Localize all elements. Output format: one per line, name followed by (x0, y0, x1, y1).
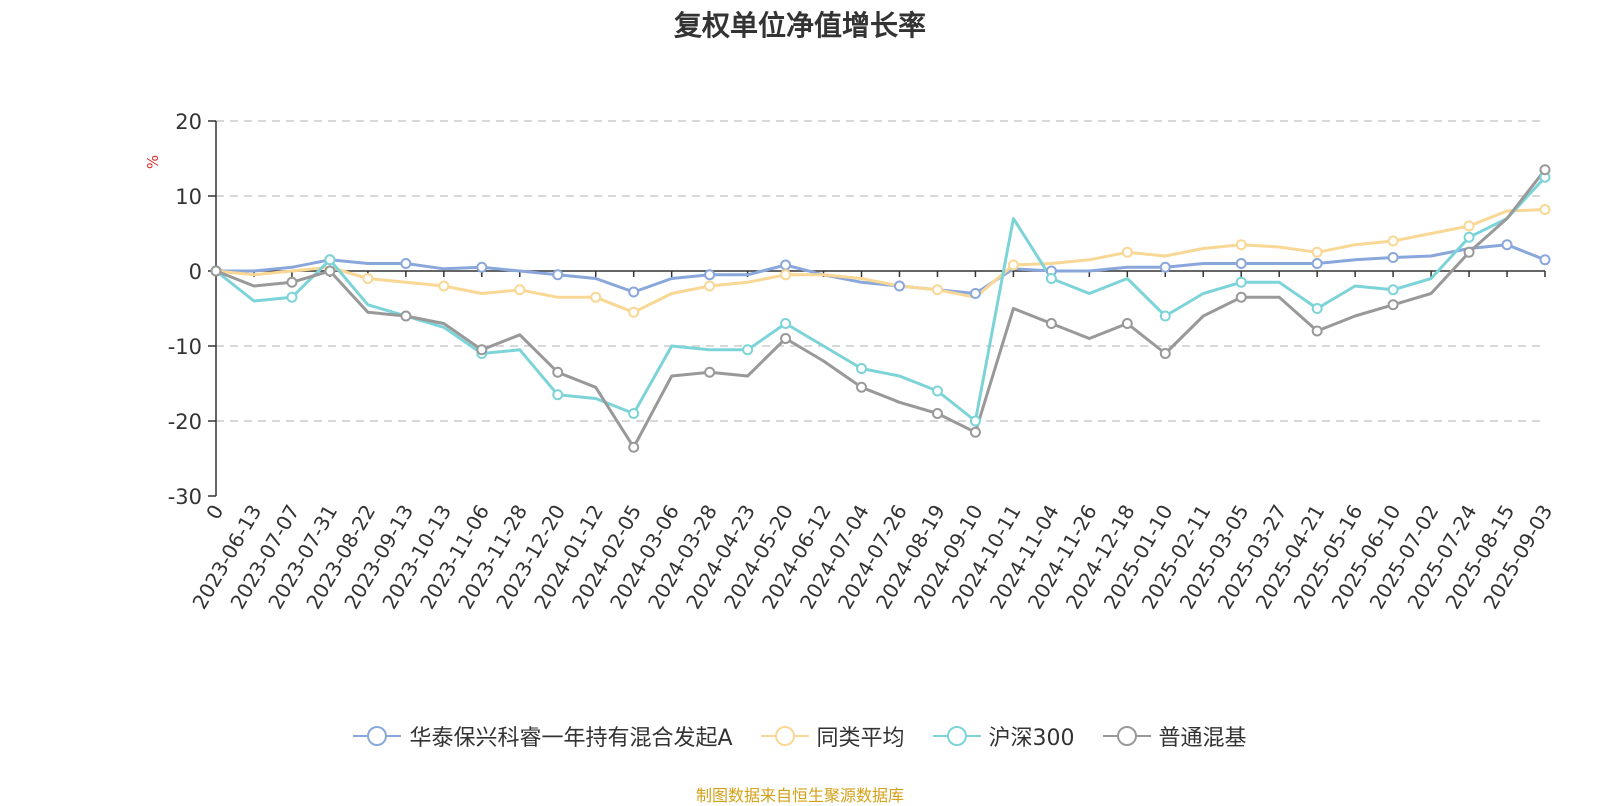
legend-label-csi300: 沪深300 (988, 726, 1075, 751)
data-point (324, 254, 336, 266)
data-point (969, 415, 981, 427)
data-point (1463, 231, 1475, 243)
data-point (1311, 246, 1323, 258)
data-point (1539, 164, 1551, 176)
data-point (856, 363, 868, 374)
data-point (1539, 204, 1551, 215)
chart-title: 复权单位净值增长率 (673, 9, 926, 42)
data-point (1501, 239, 1513, 251)
data-point (476, 344, 488, 356)
data-point (1121, 318, 1133, 329)
data-point (931, 284, 943, 296)
data-point (1045, 273, 1057, 284)
marker-layer (210, 164, 1551, 453)
data-point (1387, 299, 1399, 311)
data-point (552, 366, 564, 378)
data-point (856, 381, 868, 393)
data-point (1311, 303, 1323, 314)
data-point (324, 265, 336, 277)
legend-item-mixed-fund[interactable]: 普通混基 (1102, 720, 1247, 752)
data-point (1387, 235, 1399, 247)
data-point (1463, 246, 1475, 258)
data-point (400, 258, 412, 269)
data-point (1045, 318, 1057, 329)
data-point (628, 441, 640, 453)
data-point (780, 269, 792, 281)
series-line-3 (214, 168, 1547, 449)
data-point (969, 426, 981, 438)
data-point (210, 265, 222, 277)
data-point (400, 310, 412, 322)
data-point (628, 286, 640, 298)
legend-item-csi300[interactable]: 沪深300 (932, 720, 1075, 752)
y-axis-unit-label: % (144, 155, 162, 169)
legend-line-circle-icon (932, 724, 981, 748)
data-point (1387, 252, 1399, 263)
series-layer (214, 168, 1547, 449)
data-point (931, 385, 943, 397)
data-source-note: 制图数据来自恒生聚源数据库 (695, 786, 904, 805)
line-chart: 20100-10-20-3002023-06-132023-07-072023-… (144, 110, 1558, 613)
data-point (1235, 276, 1247, 288)
data-point (628, 306, 640, 318)
data-point (1235, 258, 1247, 269)
data-point (780, 259, 792, 271)
data-point (286, 291, 298, 303)
data-point (552, 269, 564, 281)
legend-label-mixed-fund: 普通混基 (1158, 726, 1247, 751)
data-point (893, 280, 905, 292)
legend-line-circle-icon (1102, 724, 1151, 748)
y-tick-label: -30 (168, 485, 202, 509)
data-point (628, 408, 640, 419)
data-point (552, 389, 564, 401)
data-point (514, 284, 526, 296)
legend-label-peer-average: 同类平均 (816, 726, 905, 751)
y-tick-label: 20 (175, 110, 202, 134)
data-point (362, 273, 374, 284)
data-point (1463, 220, 1475, 232)
data-point (704, 366, 716, 378)
data-point (742, 344, 754, 356)
legend-item-fund[interactable]: 华泰保兴科睿一年持有混合发起A (353, 720, 733, 752)
data-point (969, 288, 981, 299)
data-point (1007, 259, 1019, 271)
x-tick-label: 0 (201, 501, 228, 524)
data-point (1539, 254, 1551, 266)
axis-layer: 20100-10-20-3002023-06-132023-07-072023-… (168, 110, 1558, 613)
data-point (704, 280, 716, 292)
data-point (1159, 348, 1171, 359)
data-point (704, 269, 716, 281)
legend-line-circle-icon (760, 724, 809, 748)
y-tick-label: -20 (168, 410, 202, 434)
data-point (1159, 261, 1171, 273)
data-point (1159, 310, 1171, 322)
data-point (1311, 325, 1323, 337)
data-point (780, 318, 792, 329)
data-point (590, 291, 602, 303)
data-point (1235, 291, 1247, 303)
data-point (1387, 284, 1399, 296)
legend-item-peer-average[interactable]: 同类平均 (760, 720, 905, 752)
data-point (1235, 239, 1247, 251)
data-point (780, 333, 792, 344)
data-point (931, 408, 943, 419)
series-line-0 (214, 243, 1547, 295)
series-line-2 (214, 175, 1547, 423)
y-tick-label: -10 (168, 335, 202, 359)
y-tick-label: 0 (189, 260, 202, 284)
legend-label-fund: 华泰保兴科睿一年持有混合发起A (409, 726, 733, 751)
y-tick-label: 10 (175, 185, 202, 209)
legend-line-circle-icon (353, 724, 402, 748)
data-point (476, 261, 488, 273)
data-point (1121, 246, 1133, 258)
data-point (438, 280, 450, 292)
grid-layer (216, 120, 1545, 422)
data-point (286, 276, 298, 288)
series-line-1 (214, 208, 1547, 314)
data-point (1311, 258, 1323, 269)
legend: 华泰保兴科睿一年持有混合发起A 同类平均 沪深300 普通混基 (0, 720, 1600, 752)
